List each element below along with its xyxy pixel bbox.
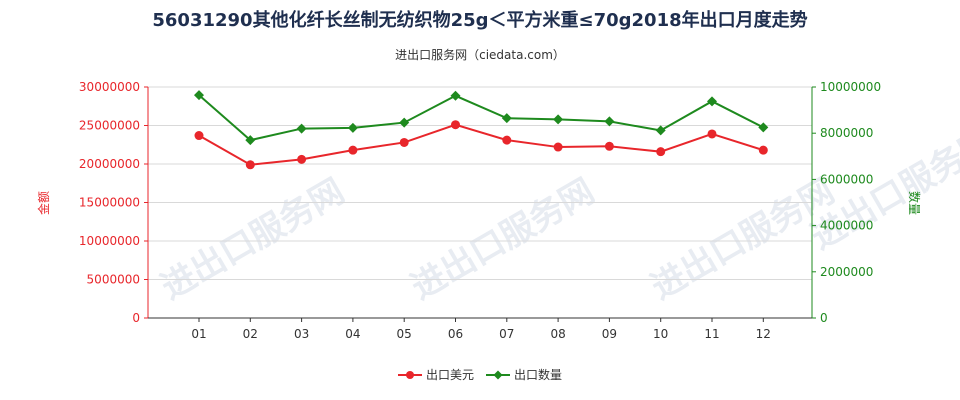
x-tick-label: 02 <box>243 327 258 341</box>
data-point-qty <box>553 114 564 125</box>
x-tick-label: 11 <box>704 327 719 341</box>
x-tick-label: 12 <box>756 327 771 341</box>
data-point-usd <box>758 145 768 155</box>
data-point-usd <box>451 120 460 130</box>
data-point-qty <box>604 116 615 127</box>
left-tick-label: 5000000 <box>87 273 140 287</box>
x-tick-label: 08 <box>550 327 565 341</box>
left-tick-label: 20000000 <box>79 157 140 171</box>
left-tick-label: 30000000 <box>79 80 140 94</box>
legend-label: 出口美元 <box>426 368 474 382</box>
left-axis-title: 金额 <box>36 191 51 215</box>
chart-subtitle: 进出口服务网（ciedata.com） <box>395 48 565 62</box>
right-tick-label: 6000000 <box>820 172 873 186</box>
right-tick-label: 4000000 <box>820 219 873 233</box>
x-tick-label: 03 <box>294 327 309 341</box>
data-point-qty <box>655 125 666 136</box>
chart-title: 56031290其他化纤长丝制无纺织物25g＜平方米重≤70g2018年出口月度… <box>152 10 808 31</box>
data-point-usd <box>399 137 409 147</box>
data-point-usd <box>553 142 563 152</box>
data-point-qty <box>758 122 769 133</box>
data-point-qty <box>347 122 358 133</box>
data-point-qty <box>245 135 256 146</box>
data-point-qty <box>450 90 461 101</box>
data-point-usd <box>297 154 307 164</box>
x-tick-label: 04 <box>345 327 360 341</box>
x-tick-label: 07 <box>499 327 514 341</box>
data-point-usd <box>604 141 614 151</box>
data-point-qty <box>296 123 307 134</box>
right-tick-label: 8000000 <box>820 126 873 140</box>
x-tick-label: 09 <box>602 327 617 341</box>
data-point-qty <box>399 117 410 128</box>
data-point-usd <box>194 131 204 141</box>
x-tick-label: 10 <box>653 327 668 341</box>
watermark-text: 进出口服务网 <box>155 171 352 308</box>
data-point-qty <box>707 96 717 107</box>
x-tick-label: 06 <box>448 327 463 341</box>
data-point-usd <box>245 160 255 170</box>
right-tick-label: 10000000 <box>820 80 881 94</box>
watermark-text: 进出口服务网 <box>405 171 602 308</box>
legend-marker <box>493 370 503 380</box>
right-axis-title: 数量 <box>907 191 922 215</box>
data-point-usd <box>707 129 717 139</box>
right-tick-label: 2000000 <box>820 265 873 279</box>
data-point-usd <box>348 145 358 155</box>
data-point-usd <box>502 135 512 145</box>
data-point-usd <box>656 147 666 157</box>
series-line-1 <box>198 123 764 166</box>
x-tick-label: 01 <box>191 327 206 341</box>
right-tick-label: 0 <box>820 311 828 325</box>
legend-marker <box>406 371 414 379</box>
data-point-qty <box>501 113 512 124</box>
left-tick-label: 0 <box>132 311 140 325</box>
x-tick-label: 05 <box>397 327 412 341</box>
left-tick-label: 10000000 <box>79 234 140 248</box>
series-line-2 <box>198 94 764 142</box>
left-tick-label: 15000000 <box>79 196 140 210</box>
data-point-qty <box>194 90 204 101</box>
legend-label: 出口数量 <box>514 367 562 382</box>
left-tick-label: 25000000 <box>79 119 140 133</box>
